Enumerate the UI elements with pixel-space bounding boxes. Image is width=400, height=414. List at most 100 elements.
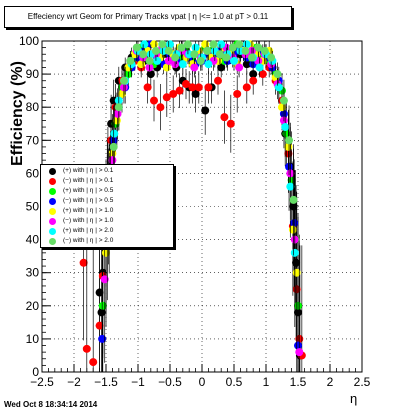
legend-label: (−) with | η | > 2.0: [63, 237, 114, 244]
legend-entry: (+) with | η | > 0.5: [41, 186, 173, 196]
data-point: [196, 56, 205, 65]
legend-marker: [49, 238, 56, 245]
x-tick-label: −0.5: [158, 375, 182, 389]
legend-entry: (−) with | η | > 2.0: [41, 236, 173, 246]
data-point: [281, 123, 290, 132]
data-point: [98, 334, 107, 343]
data-point: [235, 63, 244, 72]
data-point: [102, 248, 110, 257]
data-point: [260, 46, 269, 55]
legend-entry: (−) with | η | > 0.5: [41, 196, 173, 206]
legend-label: (+) with | η | > 0.5: [63, 187, 114, 194]
data-point: [201, 106, 210, 115]
legend-marker: [49, 218, 56, 225]
data-point: [226, 119, 235, 128]
legend-label: (−) with | η | > 0.5: [63, 197, 114, 204]
data-point: [273, 70, 282, 79]
legend: (+) with | η | > 0.1 (−) with | η | > 0.1…: [40, 164, 174, 248]
legend-entry: (+) with | η | > 0.1: [41, 166, 173, 176]
x-tick-label: 1: [263, 375, 270, 389]
data-point: [290, 219, 299, 228]
data-point: [110, 129, 119, 138]
legend-marker: [49, 168, 56, 175]
data-point: [217, 40, 226, 49]
data-point: [182, 80, 190, 89]
data-point: [166, 40, 174, 49]
data-point: [191, 89, 200, 98]
data-point: [98, 301, 107, 310]
data-point: [183, 40, 192, 49]
data-point: [294, 341, 302, 350]
data-point: [126, 56, 135, 65]
data-point: [285, 136, 294, 145]
data-point: [175, 86, 184, 95]
data-point: [158, 40, 167, 49]
data-point: [171, 53, 180, 62]
legend-entry: (−) with | η | > 0.1: [41, 176, 173, 186]
data-point: [228, 43, 237, 52]
data-point: [258, 70, 267, 79]
data-point: [89, 358, 98, 367]
data-point: [119, 76, 128, 85]
data-point: [188, 83, 197, 92]
data-point: [113, 109, 122, 118]
data-point: [194, 83, 203, 92]
data-point: [242, 83, 251, 92]
data-point: [178, 60, 187, 69]
y-tick-label: 50: [26, 200, 40, 214]
data-point: [139, 50, 148, 59]
y-tick-label: 90: [26, 67, 40, 81]
legend-label: (+) with | η | > 0.1: [63, 167, 114, 174]
y-tick-label: 0: [32, 365, 39, 379]
data-point: [164, 46, 173, 55]
y-tick-label: 60: [26, 166, 40, 180]
legend-marker: [49, 178, 56, 185]
data-point: [143, 83, 152, 92]
data-point: [97, 308, 106, 317]
data-point: [247, 53, 256, 62]
data-point: [220, 113, 229, 122]
data-point: [114, 103, 123, 112]
y-tick-label: 70: [26, 133, 40, 147]
data-point: [156, 103, 165, 112]
data-point: [279, 96, 288, 105]
x-tick-label: 2: [327, 375, 334, 389]
data-point: [204, 60, 213, 69]
data-point: [233, 89, 242, 98]
data-point: [267, 53, 276, 62]
data-point: [292, 258, 301, 267]
data-point: [79, 258, 88, 267]
data-point: [108, 156, 117, 165]
legend-label: (+) with | η | > 1.0: [63, 207, 114, 214]
data-point: [286, 182, 295, 191]
y-tick-label: 20: [26, 299, 40, 313]
data-point: [203, 46, 212, 55]
data-point: [140, 40, 149, 49]
data-point: [242, 40, 251, 49]
data-point: [230, 56, 238, 65]
legend-marker: [49, 228, 56, 235]
legend-marker: [49, 208, 56, 215]
data-point: [190, 50, 199, 59]
legend-marker: [49, 198, 56, 205]
grid: [42, 41, 362, 372]
data-point: [132, 43, 141, 52]
x-tick-label: −2.5: [30, 375, 54, 389]
legend-label: (−) with | η | > 0.1: [63, 177, 114, 184]
data-point: [151, 46, 160, 55]
data-point: [249, 76, 258, 85]
data-point: [295, 348, 304, 357]
legend-label: (−) with | η | > 1.0: [63, 217, 114, 224]
data-point: [209, 40, 218, 49]
legend-entry: (−) with | η | > 1.0: [41, 216, 173, 226]
data-point: [290, 248, 299, 257]
data-point: [100, 275, 109, 284]
data-point: [215, 50, 224, 59]
timestamp-footer: Wed Oct 8 18:34:14 2014: [4, 400, 98, 409]
x-tick-label: 0: [199, 375, 206, 389]
y-axis-label: Efficiency (%): [9, 61, 26, 166]
data-point: [146, 70, 155, 79]
y-tick-label: 30: [26, 266, 40, 280]
data-point: [191, 43, 200, 52]
data-point: [217, 63, 226, 72]
